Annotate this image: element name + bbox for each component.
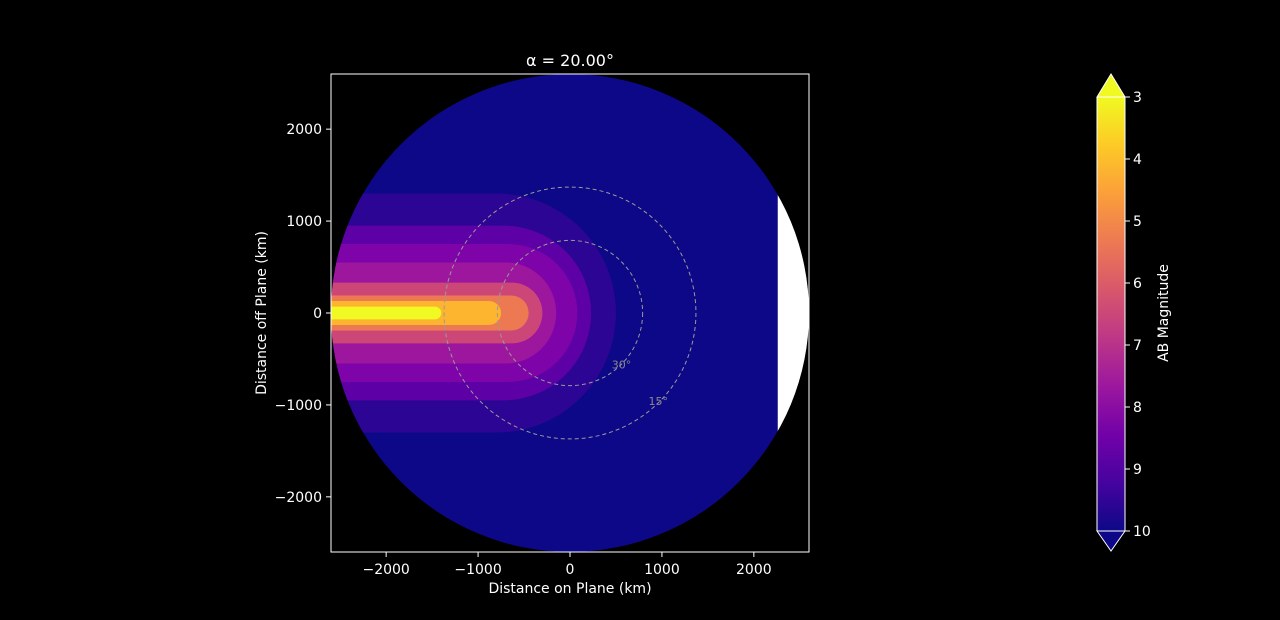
y-axis: −2000 −1000 0 1000 2000 (275, 122, 331, 506)
contour-band-8 (331, 306, 442, 320)
colorbar: 3 4 5 6 7 8 9 10 (1096, 73, 1151, 552)
disk (331, 74, 809, 552)
reference-circle-label: 15° (648, 395, 668, 408)
colorbar-tick-label: 8 (1133, 400, 1142, 416)
colorbar-label: AB Magnitude (1156, 264, 1172, 362)
y-tick-label: 0 (313, 306, 322, 322)
colorbar-tick-label: 4 (1133, 152, 1142, 168)
x-tick-label: −2000 (362, 562, 409, 578)
x-axis: −2000 −1000 0 1000 2000 (362, 552, 772, 578)
colorbar-tick-label: 9 (1133, 462, 1142, 478)
y-tick-label: 2000 (286, 122, 322, 138)
colorbar-extend-bottom (1096, 530, 1126, 552)
x-axis-label: Distance on Plane (km) (488, 581, 651, 597)
colorbar-gradient (1097, 97, 1125, 531)
x-tick-label: 0 (566, 562, 575, 578)
y-tick-label: −2000 (275, 490, 322, 506)
colorbar-tick-label: 6 (1133, 276, 1142, 292)
reference-circle-15deg (443, 186, 697, 440)
x-tick-label: −1000 (454, 562, 501, 578)
plot-area: 15° 30° (331, 74, 809, 552)
chart-title: α = 20.00° (526, 51, 614, 70)
reference-circle-label: 30° (612, 358, 632, 371)
colorbar-tick-label: 10 (1133, 524, 1151, 540)
x-tick-label: 1000 (644, 562, 680, 578)
x-tick-label: 2000 (736, 562, 772, 578)
reference-circle-30deg (496, 239, 644, 387)
y-axis-label: Distance off Plane (km) (254, 231, 270, 395)
colorbar-tick-label: 3 (1133, 90, 1142, 106)
y-tick-label: 1000 (286, 214, 322, 230)
night-side-shadow (777, 74, 809, 552)
y-tick-label: −1000 (275, 398, 322, 414)
colorbar-tick-label: 7 (1133, 338, 1142, 354)
colorbar-tick-label: 5 (1133, 214, 1142, 230)
colorbar-extend-top (1096, 73, 1126, 98)
